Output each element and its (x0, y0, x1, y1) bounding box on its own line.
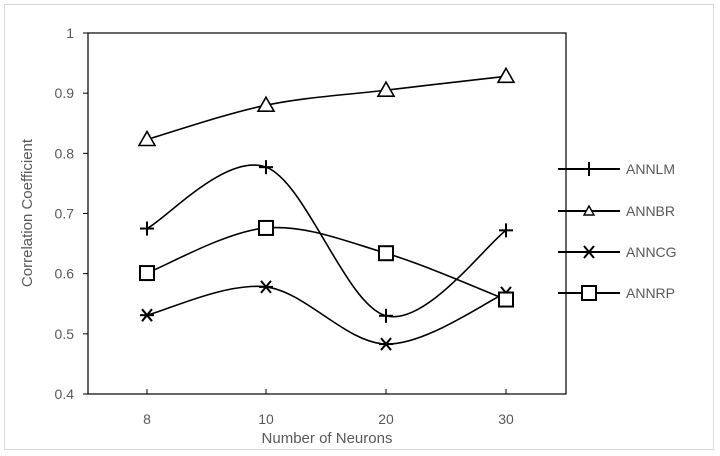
legend-label: ANNLM (626, 161, 675, 177)
legend-item-annrp: ANNRP (558, 285, 675, 301)
legend-label: ANNCG (626, 244, 677, 260)
y-tick-label: 0.7 (55, 206, 75, 222)
y-axis-ticks: 0.4 0.5 0.6 0.7 0.8 0.9 1 (55, 25, 88, 402)
legend-label: ANNBR (626, 203, 675, 219)
y-tick-label: 0.9 (55, 85, 75, 101)
y-tick-label: 1 (66, 25, 74, 41)
legend-marker (581, 285, 597, 301)
data-point-annbr (137, 129, 157, 147)
data-point-anncg (379, 337, 393, 351)
data-point-annlm (140, 221, 154, 236)
data-point-annlm (499, 223, 513, 238)
series-group (137, 66, 516, 351)
data-point-anncg (259, 280, 273, 294)
legend-item-annbr: ANNBR (558, 203, 675, 219)
data-point-annrp (498, 291, 514, 308)
y-tick-label: 0.4 (55, 386, 75, 402)
legend: ANNLM ANNBR ANNCG ANNRP (558, 161, 677, 301)
y-tick-label: 0.8 (55, 145, 75, 161)
y-tick-label: 0.5 (55, 326, 75, 342)
data-point-annrp (258, 219, 274, 236)
data-point-anncg (140, 308, 154, 322)
data-point-annlm (259, 160, 273, 175)
x-tick-label: 8 (143, 411, 151, 427)
data-point-annrp (139, 265, 155, 282)
data-point-annlm (379, 308, 393, 323)
data-point-annbr (496, 66, 516, 84)
legend-marker (582, 245, 596, 259)
data-point-annbr (376, 80, 396, 97)
y-axis-title: Correlation Coefficient (19, 138, 36, 287)
plot-area (87, 32, 567, 395)
x-axis-title: Number of Neurons (262, 430, 393, 447)
series-line-anncg (146, 285, 507, 345)
x-tick-label: 20 (378, 411, 394, 427)
data-point-annbr (256, 95, 276, 112)
data-point-annrp (378, 245, 394, 262)
series-line-annbr (146, 75, 507, 141)
x-tick-label: 30 (498, 411, 514, 427)
x-tick-label: 10 (258, 411, 274, 427)
x-axis-ticks: 8 10 20 30 (143, 389, 514, 427)
legend-item-annlm: ANNLM (558, 161, 675, 177)
legend-item-anncg: ANNCG (558, 244, 677, 260)
legend-marker (582, 204, 596, 216)
series-line-annrp (146, 226, 507, 301)
chart-frame (4, 4, 714, 450)
legend-label: ANNRP (626, 285, 675, 301)
series-line-annlm (146, 164, 507, 318)
legend-marker (582, 162, 596, 176)
y-tick-label: 0.6 (55, 266, 75, 282)
